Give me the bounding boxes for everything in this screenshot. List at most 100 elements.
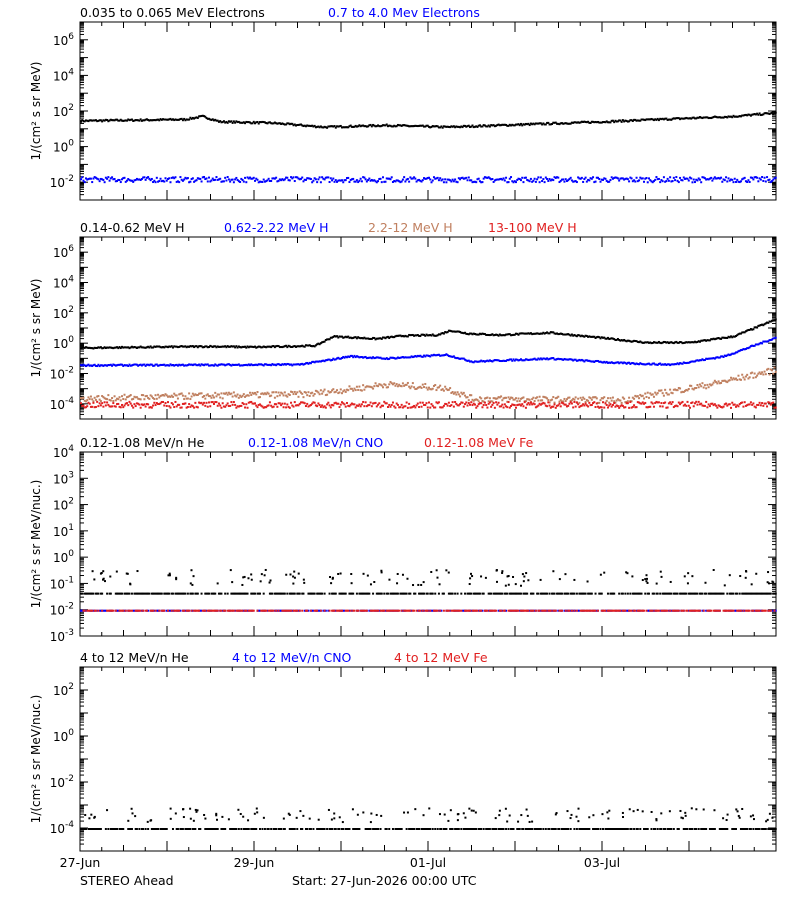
data-point	[730, 406, 733, 409]
data-point	[333, 125, 336, 128]
data-point	[117, 402, 120, 405]
data-point	[369, 401, 372, 404]
data-point	[497, 592, 500, 595]
data-point	[537, 176, 540, 179]
data-point	[769, 338, 772, 341]
series-2-3	[80, 366, 777, 404]
data-point	[431, 404, 434, 407]
data-point	[657, 362, 660, 365]
data-point	[241, 178, 244, 181]
data-point	[649, 341, 652, 344]
data-point	[522, 592, 525, 595]
data-point	[442, 389, 445, 392]
data-point	[94, 119, 97, 122]
data-point	[701, 382, 704, 385]
data-point	[132, 609, 135, 612]
data-point	[81, 364, 84, 367]
data-point	[456, 391, 459, 394]
data-point	[235, 176, 238, 179]
data-point	[306, 344, 309, 347]
data-point	[175, 345, 178, 348]
data-point	[224, 121, 227, 124]
data-point	[189, 398, 192, 401]
data-point	[96, 365, 99, 368]
data-point	[121, 592, 124, 595]
data-point	[241, 394, 244, 397]
data-point	[359, 356, 362, 359]
data-point	[662, 176, 665, 179]
data-point	[473, 125, 476, 128]
data-point	[437, 609, 440, 612]
data-point	[696, 592, 699, 595]
data-point	[260, 121, 263, 124]
data-point	[696, 116, 699, 119]
data-point	[164, 345, 167, 348]
data-point	[657, 401, 660, 404]
data-point	[135, 119, 138, 122]
data-point	[145, 394, 148, 397]
data-point	[383, 180, 386, 183]
data-point	[625, 402, 628, 405]
data-point	[217, 120, 220, 123]
data-point	[142, 346, 145, 349]
data-point	[227, 363, 230, 366]
data-point	[175, 576, 178, 579]
data-point	[278, 592, 281, 595]
data-point	[245, 120, 248, 123]
data-point	[621, 592, 624, 595]
data-point	[531, 398, 534, 401]
data-point	[83, 592, 86, 595]
data-point	[283, 402, 286, 405]
data-point	[500, 334, 503, 337]
data-point	[339, 572, 342, 575]
data-point	[378, 177, 381, 180]
data-point	[471, 181, 474, 184]
y-tick-label: 102	[53, 305, 74, 321]
data-point	[169, 181, 172, 184]
data-point	[610, 592, 613, 595]
data-point	[767, 401, 770, 404]
data-point	[186, 364, 189, 367]
data-point	[503, 359, 506, 362]
data-point	[690, 360, 693, 363]
data-point	[415, 355, 418, 358]
data-point	[761, 342, 764, 345]
data-point	[485, 397, 488, 400]
data-point	[495, 592, 498, 595]
data-point	[492, 180, 495, 183]
data-point	[565, 180, 568, 183]
data-point	[266, 609, 269, 612]
data-point	[428, 386, 430, 389]
data-point	[403, 335, 406, 338]
data-point	[160, 400, 163, 403]
data-point	[476, 333, 479, 336]
data-point	[655, 118, 658, 121]
data-point	[588, 335, 591, 338]
data-point	[193, 394, 196, 397]
data-point	[603, 360, 606, 363]
data-point	[428, 354, 430, 357]
data-point	[369, 179, 372, 182]
data-point	[707, 386, 710, 389]
data-point	[209, 364, 212, 367]
data-point	[331, 403, 334, 406]
data-point	[217, 178, 220, 181]
data-point	[482, 403, 485, 406]
data-point	[638, 397, 641, 400]
data-point	[723, 403, 726, 406]
data-point	[255, 121, 258, 124]
data-point	[147, 609, 150, 612]
data-point	[758, 371, 761, 374]
data-point	[587, 178, 590, 181]
data-point	[88, 402, 91, 405]
data-point	[595, 359, 598, 362]
data-point	[703, 592, 706, 595]
data-point	[385, 402, 388, 405]
data-point	[713, 115, 716, 118]
data-point	[515, 358, 517, 361]
data-point	[328, 592, 331, 595]
data-point	[634, 394, 637, 397]
data-point	[542, 122, 545, 125]
data-point	[263, 392, 266, 395]
data-point	[162, 363, 165, 366]
